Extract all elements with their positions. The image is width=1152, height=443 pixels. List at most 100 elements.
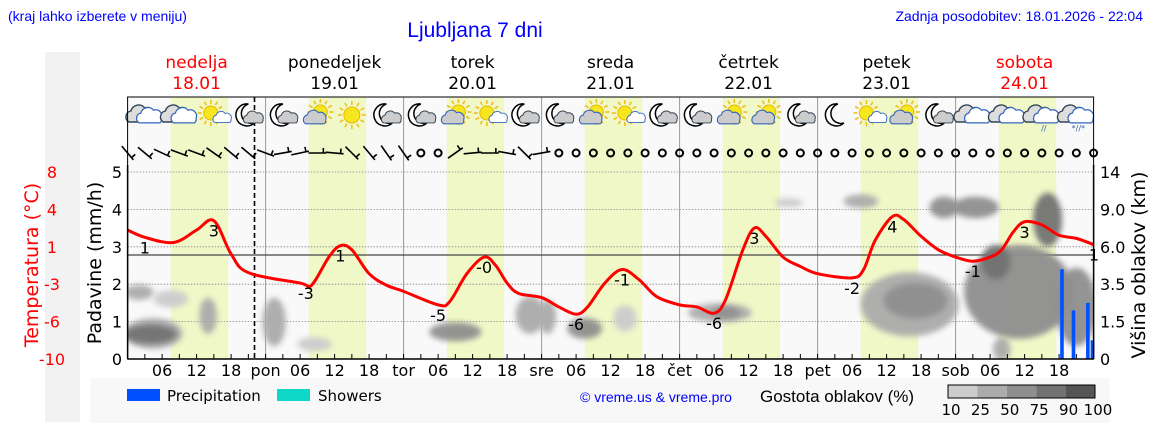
- weather-icon-cloudy: [987, 104, 1026, 124]
- sun-ray: [741, 104, 747, 109]
- wind-calm-icon: [709, 148, 719, 158]
- wind-barb-icon: [325, 148, 344, 155]
- hour-tick-label: 18: [221, 361, 241, 380]
- last-updated: Zadnja posodobitev: 18.01.2026 - 22:04: [895, 8, 1143, 24]
- day-date: 23.01: [862, 74, 911, 94]
- cloud-icon: [519, 110, 540, 124]
- weather-icon-sun-small-cloud: [853, 100, 888, 126]
- cloud-density-blob: [127, 324, 177, 344]
- cloud-height-tick-label: 14: [1100, 163, 1120, 182]
- sun-ray: [199, 105, 204, 110]
- cloud-height-tick-label: 0: [1100, 350, 1110, 369]
- sun-ray: [308, 104, 313, 109]
- wind-calm-icon: [588, 148, 598, 158]
- weather-icon-moon-cloud: [269, 103, 299, 127]
- cloud-icon: [381, 110, 402, 124]
- cloud-icon: [277, 110, 299, 124]
- showers-legend-label: Showers: [318, 387, 382, 405]
- wind-calm-icon: [744, 148, 754, 158]
- moon-icon: [407, 103, 428, 127]
- precipitation-bar: [1071, 310, 1076, 359]
- sun-ray: [617, 120, 622, 125]
- sun-ray: [727, 100, 731, 105]
- day-name: torek: [451, 53, 495, 73]
- wind-calm-icon: [899, 148, 909, 158]
- sun-ray: [327, 115, 333, 120]
- temperature-value-label: -0: [476, 258, 492, 277]
- cloud-height-tick-label: 3.5: [1100, 275, 1125, 294]
- weather-icon-partly-cloudy: [302, 99, 334, 125]
- daylight-band: [308, 97, 367, 359]
- wind-barb-shaft: [240, 146, 256, 160]
- weather-icon-partly-cloudy: [578, 99, 610, 125]
- sun-ray: [738, 100, 742, 105]
- sun-ray: [854, 105, 859, 110]
- wind-barb-shaft: [273, 150, 292, 156]
- cloud-icon: [691, 110, 713, 124]
- weather-icon-sun: [337, 101, 366, 129]
- precipitation-tick-label: 4: [112, 200, 122, 219]
- temperature-tick-label: -3: [44, 275, 60, 294]
- cloud-density-blob: [1056, 267, 1094, 347]
- temperature-value-label: -2: [844, 279, 860, 298]
- temperature-value-label: -1: [614, 271, 630, 290]
- wind-barb-icon: [344, 146, 361, 160]
- weather-icon-sun-small-cloud: [611, 100, 646, 126]
- sun-ray: [199, 116, 204, 121]
- wind-barb-icon: [206, 147, 223, 159]
- wind-barb-icon: [187, 149, 206, 157]
- wind-barb-icon: [153, 148, 171, 158]
- wind-barb-shaft: [206, 147, 222, 159]
- moon-icon: [925, 103, 945, 127]
- precipitation-bar: [1086, 302, 1090, 359]
- weather-icon-moon-cloud: [511, 103, 540, 127]
- wind-calm-icon: [916, 148, 926, 158]
- temperature-value-label: -1: [965, 262, 981, 281]
- legend-background: [90, 378, 1110, 423]
- wind-barb-tick: [130, 153, 136, 159]
- sun-ray: [741, 115, 747, 120]
- wind-calm-icon: [692, 148, 702, 158]
- day-date: 18.01: [172, 74, 221, 94]
- sun-ray: [465, 104, 471, 109]
- temperature-value-label: -6: [706, 314, 722, 333]
- wind-barb-shaft: [187, 149, 206, 157]
- hour-tick-label: 06: [842, 361, 862, 380]
- cloud-icon: [170, 106, 198, 124]
- hour-tick-label: 12: [324, 361, 344, 380]
- wind-barb-icon: [362, 145, 378, 161]
- wind-barb-shaft: [291, 150, 310, 156]
- cloud-density-swatch: [1036, 385, 1066, 398]
- sun-ray: [910, 100, 915, 105]
- wind-calm-icon: [606, 148, 616, 158]
- hour-tick-label: 12: [876, 361, 896, 380]
- wind-barb-icon: [447, 145, 464, 159]
- weather-icon-partly-cloudy: [440, 99, 472, 125]
- temperature-value-label: 1: [335, 247, 345, 266]
- cloud-density-blob: [127, 284, 154, 300]
- wind-calm-icon: [416, 148, 426, 158]
- sun-ray: [360, 119, 365, 123]
- temperature-tick-label: 4: [47, 200, 57, 219]
- day-name: sobota: [996, 53, 1054, 73]
- precipitation-tick-label: 1: [112, 313, 122, 332]
- day-abbr-label: sob: [941, 361, 969, 380]
- location-hint[interactable]: (kraj lahko izberete v meniju): [8, 8, 187, 24]
- sun-ray: [632, 105, 637, 110]
- wind-barb-tick: [545, 146, 549, 153]
- cloud-height-axis-label: Višina oblakov (km): [1128, 172, 1150, 359]
- cloud-density-blob: [262, 297, 286, 347]
- hour-tick-label: 18: [911, 361, 931, 380]
- hour-tick-label: 06: [566, 361, 586, 380]
- weather-icon-partly-cloudy: [716, 99, 748, 125]
- weather-icon-cloudy: [159, 104, 198, 124]
- day-date: 19.01: [310, 74, 359, 94]
- sun-ray: [356, 123, 360, 128]
- wind-barb-tick: [528, 153, 533, 158]
- copyright-link[interactable]: © vreme.us & vreme.pro: [580, 389, 732, 405]
- day-abbr-label: pet: [804, 361, 830, 380]
- cloud-density-blob: [952, 196, 999, 219]
- cloud-density-blob: [1033, 192, 1063, 247]
- sun-ray: [776, 104, 781, 109]
- sun-ray: [203, 101, 208, 106]
